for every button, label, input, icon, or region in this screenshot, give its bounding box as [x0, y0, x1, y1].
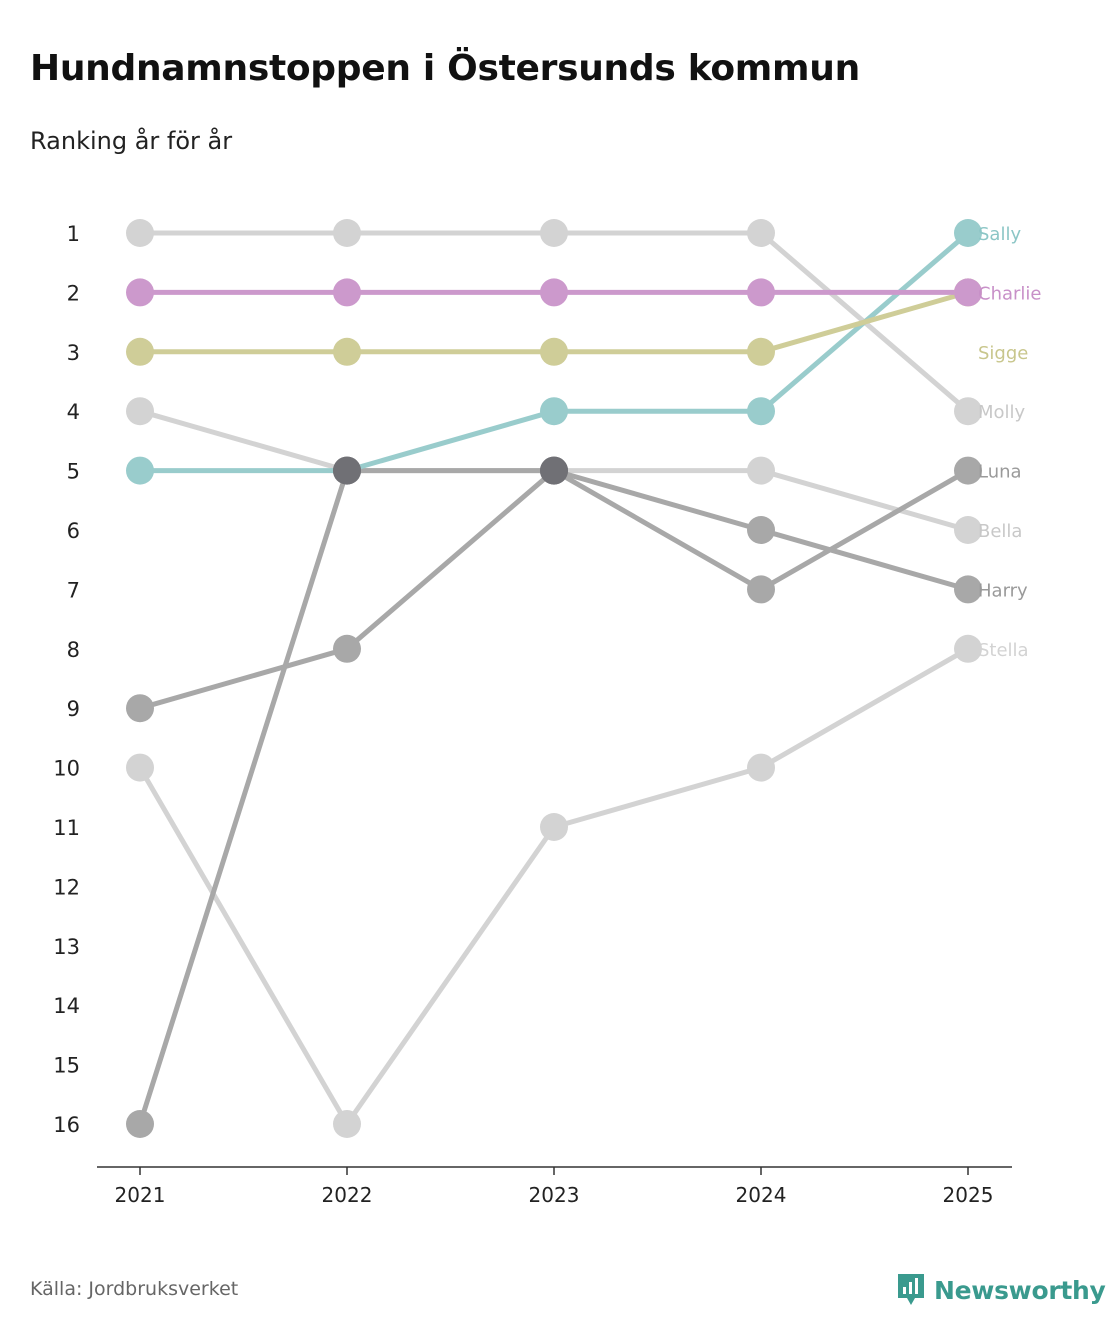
point-charlie — [126, 278, 154, 307]
point-charlie — [540, 278, 568, 307]
y-tick-label: 10 — [53, 757, 80, 781]
point-luna — [954, 456, 982, 485]
y-tick-label: 1 — [67, 222, 80, 246]
end-label-harry: Harry — [978, 580, 1028, 601]
newsworthy-logo-icon — [898, 1274, 924, 1305]
y-tick-label: 7 — [67, 578, 80, 602]
y-tick-label: 4 — [67, 400, 80, 424]
x-axis: 2021 2022 2023 2024 2025 — [97, 1166, 1012, 1207]
y-tick-label: 6 — [67, 519, 80, 543]
point-sigge — [747, 337, 775, 366]
x-tick-label: 2024 — [736, 1183, 787, 1207]
point-molly — [540, 219, 568, 247]
end-label-stella: Stella — [978, 640, 1029, 661]
y-tick-label: 11 — [53, 816, 80, 840]
point-charlie — [333, 278, 361, 307]
y-tick-label: 2 — [67, 281, 80, 305]
end-labels: Sally Charlie Sigge Molly Luna Bella Harry Stel… — [978, 224, 1041, 661]
point-charlie — [747, 278, 775, 307]
source-note: Källa: Jordbruksverket — [30, 1278, 239, 1300]
series-line-harry — [137, 468, 971, 1127]
chart-subtitle: Ranking år för år — [30, 127, 233, 155]
y-tick-label: 8 — [67, 638, 80, 662]
point-sigge — [333, 337, 361, 366]
end-label-bella: Bella — [978, 521, 1022, 542]
point-stella — [540, 813, 568, 841]
point-sally — [954, 219, 982, 247]
brand-logo[interactable]: Newsworthy — [896, 1272, 1106, 1308]
point-molly — [333, 219, 361, 247]
x-tick-label: 2021 — [115, 1183, 166, 1207]
brand-name: Newsworthy — [934, 1275, 1106, 1305]
point-stella — [954, 634, 982, 663]
point-charlie — [954, 278, 982, 307]
x-tick-label: 2025 — [943, 1183, 994, 1207]
point-luna — [747, 575, 775, 604]
series-line-luna — [137, 468, 971, 711]
point-sally — [126, 456, 154, 485]
point-sigge — [540, 337, 568, 366]
point-sally — [747, 397, 775, 426]
series-line-stella — [137, 646, 971, 1127]
y-tick-label: 13 — [53, 935, 80, 959]
point-harry — [747, 516, 775, 544]
point-harry — [954, 575, 982, 604]
point-molly — [126, 219, 154, 247]
y-tick-label: 16 — [53, 1113, 80, 1137]
end-label-luna: Luna — [978, 462, 1022, 483]
series-lines — [137, 230, 971, 1127]
y-tick-label: 9 — [67, 697, 80, 721]
point-sally — [540, 397, 568, 426]
point-molly — [954, 397, 982, 426]
point-harry — [126, 1110, 154, 1138]
point-luna — [126, 694, 154, 723]
point-luna — [333, 634, 361, 663]
point-sally — [333, 456, 361, 485]
point-bella — [747, 456, 775, 485]
x-tick-label: 2023 — [529, 1183, 580, 1207]
x-tick-label: 2022 — [322, 1183, 373, 1207]
y-tick-label: 14 — [53, 994, 80, 1018]
y-tick-label: 3 — [67, 341, 80, 365]
point-stella — [333, 1110, 361, 1138]
end-label-sigge: Sigge — [978, 343, 1028, 364]
y-tick-label: 15 — [53, 1054, 80, 1078]
point-stella — [126, 753, 154, 782]
point-sigge — [126, 337, 154, 366]
end-label-charlie: Charlie — [978, 283, 1041, 304]
y-tick-label: 5 — [67, 460, 80, 484]
point-molly — [747, 219, 775, 247]
series-dots — [126, 219, 982, 1138]
chart-title: Hundnamnstoppen i Östersunds kommun — [30, 48, 860, 89]
point-bella — [954, 516, 982, 544]
point-stella — [747, 753, 775, 782]
point-harry — [540, 456, 568, 485]
end-label-sally: Sally — [978, 224, 1021, 245]
end-label-molly: Molly — [978, 402, 1026, 423]
series-line-molly — [137, 230, 971, 414]
y-tick-label: 12 — [53, 875, 80, 899]
point-bella — [126, 397, 154, 426]
